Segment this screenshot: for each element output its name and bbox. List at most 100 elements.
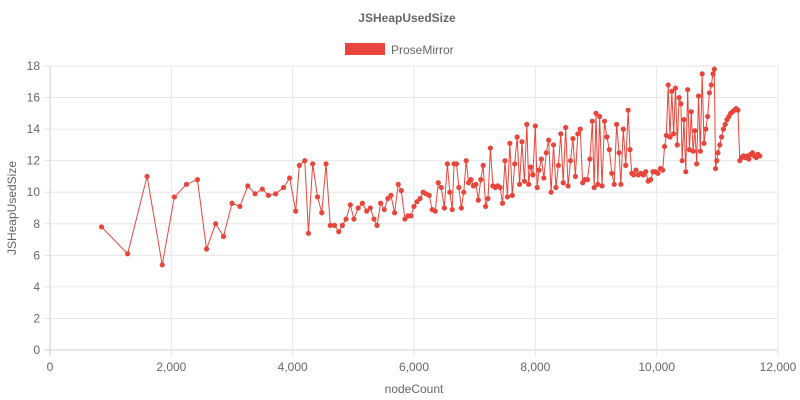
- data-point[interactable]: [327, 222, 333, 228]
- data-point[interactable]: [293, 208, 299, 214]
- data-point[interactable]: [435, 180, 441, 186]
- data-point[interactable]: [565, 183, 571, 189]
- data-point[interactable]: [521, 178, 528, 184]
- data-point[interactable]: [438, 184, 444, 191]
- data-point[interactable]: [715, 150, 721, 156]
- data-point[interactable]: [587, 156, 593, 162]
- data-point[interactable]: [538, 156, 545, 162]
- data-point[interactable]: [695, 93, 702, 99]
- data-point[interactable]: [683, 169, 689, 175]
- data-point[interactable]: [458, 205, 464, 211]
- data-point[interactable]: [194, 177, 201, 183]
- data-point[interactable]: [609, 170, 615, 176]
- data-point[interactable]: [381, 206, 387, 213]
- data-point[interactable]: [323, 161, 329, 167]
- data-point[interactable]: [625, 107, 631, 113]
- data-point[interactable]: [507, 140, 513, 146]
- data-point[interactable]: [273, 191, 279, 197]
- data-point[interactable]: [347, 202, 353, 208]
- data-point[interactable]: [692, 128, 698, 134]
- data-point[interactable]: [343, 216, 349, 222]
- data-point[interactable]: [672, 85, 679, 91]
- data-point[interactable]: [633, 167, 639, 173]
- data-point[interactable]: [643, 169, 649, 175]
- data-point[interactable]: [482, 203, 489, 210]
- data-point[interactable]: [497, 184, 503, 191]
- data-point[interactable]: [718, 134, 725, 140]
- data-point[interactable]: [688, 109, 694, 115]
- data-point[interactable]: [367, 205, 373, 211]
- data-point[interactable]: [355, 205, 361, 211]
- data-point[interactable]: [125, 251, 131, 257]
- data-point[interactable]: [720, 126, 727, 132]
- data-point[interactable]: [560, 180, 566, 186]
- data-point[interactable]: [710, 71, 716, 77]
- data-point[interactable]: [411, 203, 417, 210]
- data-point[interactable]: [553, 184, 559, 191]
- data-point[interactable]: [319, 210, 325, 216]
- data-point[interactable]: [534, 184, 540, 191]
- data-point[interactable]: [567, 158, 574, 164]
- data-point[interactable]: [280, 184, 287, 191]
- data-point[interactable]: [237, 203, 243, 210]
- data-point[interactable]: [364, 208, 370, 214]
- data-point[interactable]: [144, 173, 150, 180]
- data-point[interactable]: [449, 206, 455, 213]
- data-point[interactable]: [203, 246, 210, 252]
- data-point[interactable]: [546, 137, 552, 143]
- data-point[interactable]: [229, 200, 235, 206]
- data-point[interactable]: [441, 205, 447, 211]
- data-point[interactable]: [527, 164, 534, 170]
- data-point[interactable]: [541, 175, 547, 181]
- data-point[interactable]: [661, 143, 668, 150]
- data-point[interactable]: [426, 192, 432, 198]
- data-point[interactable]: [660, 167, 666, 173]
- data-point[interactable]: [746, 156, 752, 162]
- data-point[interactable]: [597, 113, 603, 120]
- data-point[interactable]: [480, 162, 486, 168]
- data-point[interactable]: [722, 121, 728, 127]
- data-point[interactable]: [252, 191, 258, 197]
- data-point[interactable]: [669, 88, 675, 94]
- data-point[interactable]: [706, 90, 713, 96]
- data-point[interactable]: [548, 189, 554, 195]
- data-point[interactable]: [359, 200, 366, 206]
- data-point[interactable]: [259, 186, 265, 192]
- data-point[interactable]: [213, 221, 219, 227]
- data-point[interactable]: [690, 148, 696, 154]
- data-point[interactable]: [487, 145, 494, 151]
- data-point[interactable]: [374, 222, 380, 228]
- data-point[interactable]: [563, 124, 569, 131]
- legend[interactable]: ProseMirror: [345, 43, 454, 57]
- data-point[interactable]: [331, 222, 338, 228]
- data-point[interactable]: [447, 189, 453, 195]
- data-point[interactable]: [536, 167, 542, 173]
- data-point[interactable]: [648, 177, 654, 183]
- data-point[interactable]: [516, 181, 523, 187]
- data-point[interactable]: [711, 66, 717, 72]
- data-point[interactable]: [601, 118, 608, 124]
- data-point[interactable]: [463, 158, 469, 164]
- data-point[interactable]: [667, 134, 673, 140]
- data-point[interactable]: [432, 208, 438, 214]
- data-point[interactable]: [478, 177, 484, 183]
- data-point[interactable]: [265, 192, 271, 198]
- data-point[interactable]: [701, 140, 707, 146]
- data-point[interactable]: [703, 126, 709, 132]
- data-point[interactable]: [618, 181, 624, 187]
- data-point[interactable]: [572, 173, 578, 180]
- data-point[interactable]: [526, 181, 532, 187]
- data-point[interactable]: [530, 172, 536, 178]
- data-point[interactable]: [714, 158, 720, 164]
- data-point[interactable]: [408, 213, 414, 219]
- data-point[interactable]: [339, 222, 346, 228]
- data-point[interactable]: [444, 161, 450, 167]
- data-point[interactable]: [468, 177, 474, 183]
- data-point[interactable]: [461, 189, 467, 195]
- data-point[interactable]: [584, 177, 591, 183]
- data-point[interactable]: [336, 229, 342, 235]
- data-point[interactable]: [183, 181, 190, 187]
- data-point[interactable]: [671, 131, 677, 137]
- data-point[interactable]: [620, 126, 626, 132]
- data-point[interactable]: [417, 195, 423, 202]
